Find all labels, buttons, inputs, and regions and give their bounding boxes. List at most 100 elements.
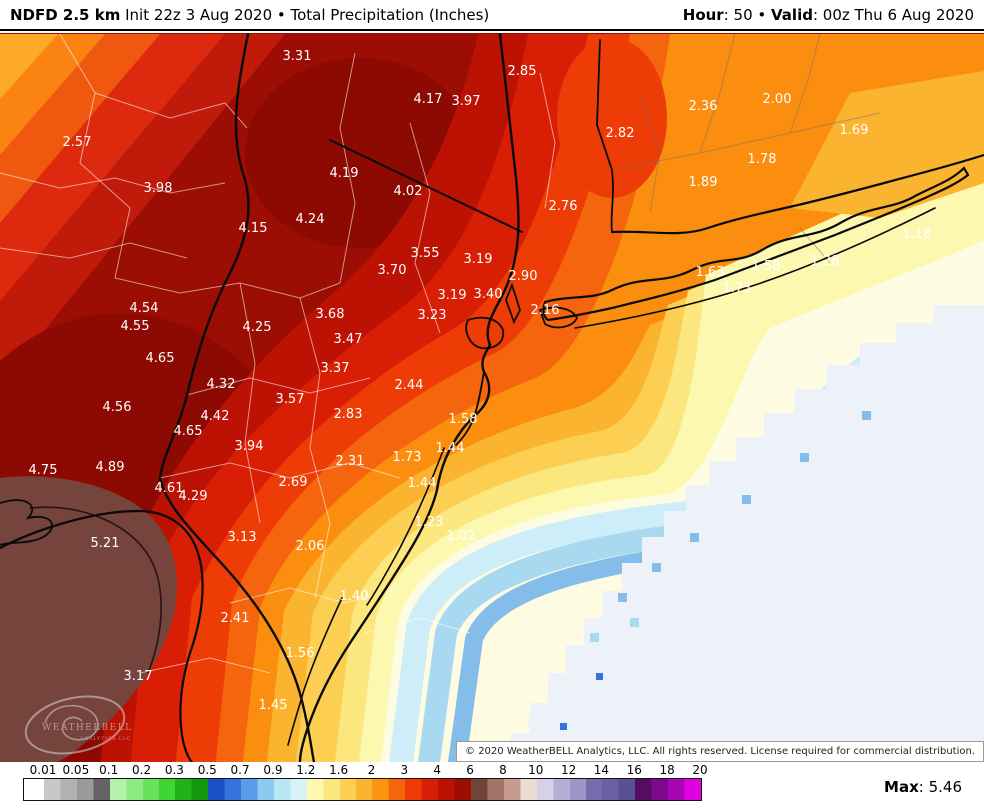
- scale-tick-label: 14: [593, 763, 610, 777]
- scale-tick-label: 0.01: [29, 763, 57, 777]
- precip-value-label: 3.19: [464, 252, 493, 267]
- precip-value-label: 4.55: [121, 319, 150, 334]
- product-name: NDFD 2.5 km: [10, 5, 121, 24]
- scale-tick-label: 4: [433, 763, 442, 777]
- precip-value-label: 4.29: [179, 489, 208, 504]
- precip-value-label: 3.57: [276, 392, 305, 407]
- precip-value-label: 4.17: [414, 92, 443, 107]
- precip-value-label: 3.97: [452, 94, 481, 109]
- precip-value-label: 4.61: [155, 481, 184, 496]
- scale-segment: [306, 779, 340, 800]
- precip-value-label: 4.32: [207, 377, 236, 392]
- copyright-notice: © 2020 WeatherBELL Analytics, LLC. All r…: [456, 741, 984, 762]
- scale-segment: [405, 779, 439, 800]
- scale-segment: [602, 779, 636, 800]
- scale-tick-label: 18: [659, 763, 675, 777]
- bullet-separator: •: [752, 5, 772, 24]
- precip-value-label: 2.85: [508, 64, 537, 79]
- precip-value-label: 3.68: [316, 307, 345, 322]
- precip-value-label: 1.02: [447, 529, 476, 544]
- precip-value-label: 1.56: [286, 646, 315, 661]
- precip-value-label: 1.73: [393, 450, 422, 465]
- precip-value-label: 1.89: [689, 175, 718, 190]
- scale-tick-label: 10: [528, 763, 544, 777]
- scale-segment: [142, 779, 176, 800]
- precip-value-label: 2.00: [763, 92, 792, 107]
- precip-value-label: 3.19: [438, 288, 467, 303]
- precip-value-label: 2.36: [689, 99, 718, 114]
- scale-tick-label: 2: [367, 763, 376, 777]
- scale-segment: [668, 779, 701, 800]
- hour-label: Hour: [682, 5, 724, 24]
- scale-tick-label: 1.2: [296, 763, 316, 777]
- max-value: : 5.46: [918, 778, 962, 796]
- ocean-pixel-speckle: [528, 411, 871, 730]
- precipitation-map: WEATHERBELL ANALYTICS LLC 3.31 2.85 4.17 3.…: [0, 33, 984, 763]
- watermark-sub: ANALYTICS LLC: [79, 736, 131, 742]
- precip-value-label: 3.23: [418, 308, 447, 323]
- precip-value-label: 2.31: [336, 454, 365, 469]
- precip-value-label: 3.94: [235, 439, 264, 454]
- scale-segment: [569, 779, 603, 800]
- value-labels-layer: 3.31 2.85 4.17 3.97 2.36 2.00 2.57 2.82 1.69 1.78…: [29, 49, 932, 713]
- precip-value-label: 4.24: [296, 212, 325, 227]
- precip-value-label: 1.28: [811, 254, 840, 269]
- hour-value: : 50: [723, 5, 753, 24]
- scale-tick-label: 6: [466, 763, 474, 777]
- precip-value-label: 4.02: [394, 184, 423, 199]
- precip-value-label: 4.54: [130, 301, 159, 316]
- precip-value-label: 3.13: [228, 530, 257, 545]
- precip-value-label: 1.69: [840, 123, 869, 138]
- product-subtitle: Init 22z 3 Aug 2020 • Total Precipitatio…: [120, 5, 490, 24]
- scale-tick-label: 0.3: [164, 763, 184, 777]
- precip-value-label: 2.83: [334, 407, 363, 422]
- precip-value-label: 3.40: [474, 287, 503, 302]
- weatherbell-logo: WEATHERBELL ANALYTICS LLC: [24, 695, 131, 755]
- scale-segment: [175, 779, 209, 800]
- max-value-readout: Max: 5.46: [884, 778, 962, 796]
- scale-tick-label: 0.2: [132, 763, 152, 777]
- scale-segment: [536, 779, 570, 800]
- precip-value-label: 2.44: [395, 378, 424, 393]
- precip-value-label: 1.44: [408, 476, 437, 491]
- valid-label: Valid: [771, 5, 813, 24]
- precip-field: [0, 33, 984, 762]
- scale-segment: [438, 779, 471, 800]
- scale-tick-label: 1.6: [329, 763, 349, 777]
- precip-value-label: 3.55: [411, 246, 440, 261]
- precip-value-label: 4.19: [330, 166, 359, 181]
- scale-tick-label: 0.05: [62, 763, 90, 777]
- title-bar: NDFD 2.5 km Init 22z 3 Aug 2020 • Total …: [0, 0, 984, 31]
- color-scale-footer: 0.01 0.05 0.1 0.2 0.3 0.5 0.7 0.9 1.2 1.6 2 3 4 6 8 10 1…: [0, 762, 984, 808]
- scale-segment: [635, 779, 669, 800]
- precip-value-label: 2.90: [509, 269, 538, 284]
- precip-value-label: 1.45: [259, 698, 288, 713]
- scale-segment: [470, 779, 504, 800]
- scale-segment: [273, 779, 307, 800]
- precip-value-label: 1.73: [723, 281, 752, 296]
- precip-value-label: 1.63: [696, 265, 725, 280]
- precip-value-label: 1.23: [415, 515, 444, 530]
- scale-tick-label: 0.9: [263, 763, 283, 777]
- precip-value-label: 1.18: [903, 227, 932, 242]
- precip-value-label: 4.25: [243, 320, 272, 335]
- scale-tick-label: 20: [692, 763, 708, 777]
- scale-tick-label: 0.5: [197, 763, 217, 777]
- precip-value-label: 5.21: [91, 536, 120, 551]
- scale-segment: [241, 779, 274, 800]
- precip-value-label: 2.69: [279, 475, 308, 490]
- scale-tick-label: 0.7: [230, 763, 250, 777]
- scale-tick-labels: 0.01 0.05 0.1 0.2 0.3 0.5 0.7 0.9 1.2 1.6 2 3 4 6 8 10 1…: [0, 763, 984, 777]
- precip-value-label: 2.16: [531, 303, 560, 318]
- precip-value-label: 2.82: [606, 126, 635, 141]
- precip-value-label: 4.42: [201, 409, 230, 424]
- precip-value-label: 3.70: [378, 263, 407, 278]
- max-label: Max: [884, 778, 919, 796]
- coastline-contours: [0, 33, 984, 762]
- valid-time-title: Hour: 50 • Valid: 00z Thu 6 Aug 2020: [683, 6, 974, 24]
- precip-value-label: 4.15: [239, 221, 268, 236]
- precip-value-label: 3.37: [321, 361, 350, 376]
- scale-segment: [109, 779, 143, 800]
- scale-segment: [76, 779, 110, 800]
